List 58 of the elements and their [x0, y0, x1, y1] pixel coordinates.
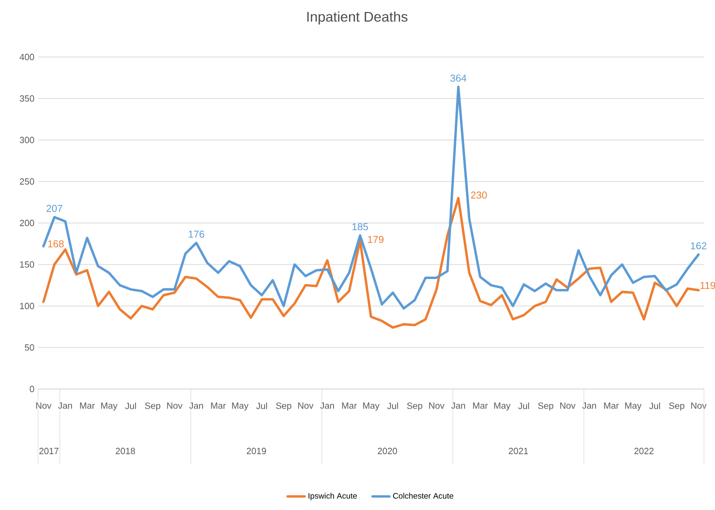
x-tick-label: Jan [582, 402, 596, 409]
x-tick-label: May [232, 402, 248, 411]
x-tick-label: Nov [691, 402, 707, 409]
text: 2019 [246, 448, 266, 454]
x-tick-label: Jul [125, 402, 136, 410]
x-tick-label: Jul [649, 402, 660, 410]
x-tick-label: Nov [560, 402, 576, 409]
x-tick-label: Jul [518, 402, 529, 410]
x-tick-label: Mar [211, 402, 226, 409]
x-tick-label: May [363, 402, 380, 411]
y-tick-label: 50 [24, 344, 34, 351]
x-tick-label: May [494, 402, 510, 411]
x-tick-label: Jan [189, 402, 203, 409]
x-tick-label: Sep [145, 402, 160, 411]
legend-label: Ipswich Acute [308, 492, 357, 500]
y-tick-label: 200 [20, 220, 34, 226]
x-tick-label: Jan [58, 402, 72, 409]
x-tick-label: Mar [80, 402, 95, 409]
x-tick-label: Mar [473, 402, 488, 409]
data-label: 364 [450, 74, 466, 82]
y-tick-label: 300 [20, 136, 34, 144]
y-tick-label: 100 [20, 302, 34, 310]
text: 2022 [634, 448, 654, 454]
data-label: 119 [700, 282, 715, 290]
x-tick-label: Jan [320, 402, 334, 409]
x-tick-label: Mar [604, 402, 619, 409]
data-label: 168 [48, 240, 64, 248]
x-tick-label: Sep [407, 402, 422, 411]
data-label: 207 [46, 204, 62, 212]
data-label: 162 [690, 242, 706, 250]
x-tick-label: Jan [451, 402, 466, 409]
x-tick-label: Sep [669, 402, 684, 411]
y-tick-label: 400 [20, 54, 34, 60]
x-tick-label: Nov [36, 402, 52, 409]
x-tick-label: Sep [276, 402, 292, 411]
y-tick-label: 0 [30, 386, 34, 392]
y-tick-label: 150 [20, 261, 34, 268]
data-label: 179 [368, 236, 384, 243]
x-tick-label: Nov [429, 402, 444, 409]
x-tick-label: May [101, 402, 118, 411]
text: 2021 [508, 448, 528, 454]
legend-label: Colchester Acute [393, 492, 454, 499]
chart-title: Inpatient Deaths [307, 11, 408, 25]
text: 2018 [116, 448, 135, 454]
text: 2017 [39, 448, 58, 454]
data-label: 176 [188, 230, 204, 238]
x-tick-label: Jul [256, 402, 267, 410]
y-tick-label: 350 [20, 95, 34, 102]
data-label: 230 [471, 192, 487, 199]
data-label: 185 [352, 223, 368, 230]
x-tick-label: Nov [167, 402, 182, 409]
x-tick-label: May [625, 402, 642, 411]
x-tick-label: Mar [342, 402, 357, 409]
x-tick-label: Jul [387, 402, 398, 410]
text: 2020 [378, 448, 398, 454]
y-tick-label: 250 [20, 178, 34, 185]
x-tick-label: Nov [298, 402, 314, 409]
x-tick-label: Sep [538, 402, 554, 411]
